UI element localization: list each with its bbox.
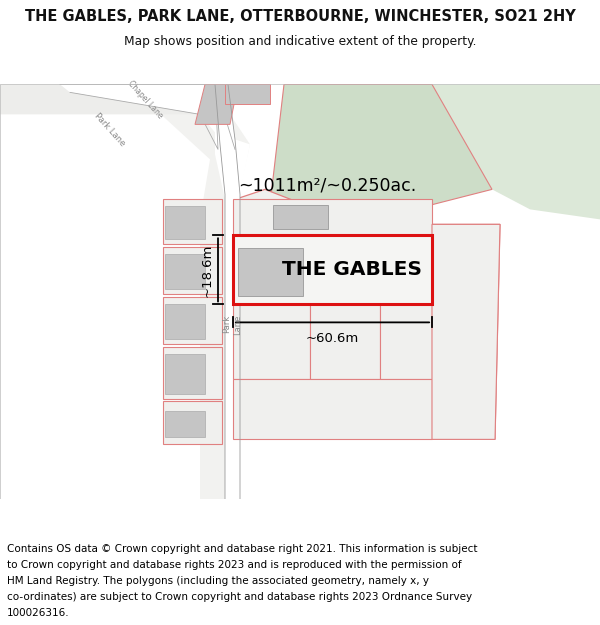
Polygon shape [432, 224, 500, 439]
Polygon shape [432, 84, 600, 219]
Polygon shape [163, 401, 222, 444]
Bar [233, 379, 432, 439]
Text: ~60.6m: ~60.6m [306, 332, 359, 346]
Polygon shape [0, 84, 235, 499]
Text: 100026316.: 100026316. [7, 608, 70, 618]
Polygon shape [163, 348, 222, 399]
Polygon shape [163, 248, 222, 294]
Polygon shape [163, 199, 222, 244]
Bar [233, 236, 432, 304]
Polygon shape [225, 84, 270, 104]
Text: co-ordinates) are subject to Crown copyright and database rights 2023 Ordnance S: co-ordinates) are subject to Crown copyr… [7, 592, 472, 602]
Polygon shape [0, 84, 250, 499]
Bar [165, 304, 205, 339]
Polygon shape [60, 84, 235, 144]
Text: THE GABLES: THE GABLES [283, 261, 422, 279]
Polygon shape [195, 84, 238, 124]
Polygon shape [215, 84, 250, 209]
Text: ~1011m²/~0.250ac.: ~1011m²/~0.250ac. [238, 176, 416, 194]
Polygon shape [163, 298, 222, 344]
Bar [165, 411, 205, 437]
Polygon shape [270, 84, 492, 224]
Text: Chapel Lane: Chapel Lane [126, 79, 164, 120]
Polygon shape [233, 304, 310, 379]
Text: ~18.6m: ~18.6m [201, 243, 214, 296]
Text: Contains OS data © Crown copyright and database right 2021. This information is : Contains OS data © Crown copyright and d… [7, 544, 478, 554]
Text: THE GABLES, PARK LANE, OTTERBOURNE, WINCHESTER, SO21 2HY: THE GABLES, PARK LANE, OTTERBOURNE, WINC… [25, 9, 575, 24]
Bar [165, 206, 205, 239]
Text: Park Lane: Park Lane [93, 111, 127, 148]
Bar [273, 206, 328, 229]
Text: Map shows position and indicative extent of the property.: Map shows position and indicative extent… [124, 35, 476, 48]
Bar [165, 354, 205, 394]
Text: to Crown copyright and database rights 2023 and is reproduced with the permissio: to Crown copyright and database rights 2… [7, 560, 462, 570]
Bar [233, 199, 432, 236]
Text: HM Land Registry. The polygons (including the associated geometry, namely x, y: HM Land Registry. The polygons (includin… [7, 576, 429, 586]
Bar [165, 254, 205, 289]
Polygon shape [215, 84, 240, 499]
Bar [238, 248, 303, 296]
Polygon shape [230, 189, 500, 439]
Polygon shape [310, 304, 380, 379]
Text: Park
Lane: Park Lane [223, 314, 242, 334]
Polygon shape [380, 304, 432, 379]
